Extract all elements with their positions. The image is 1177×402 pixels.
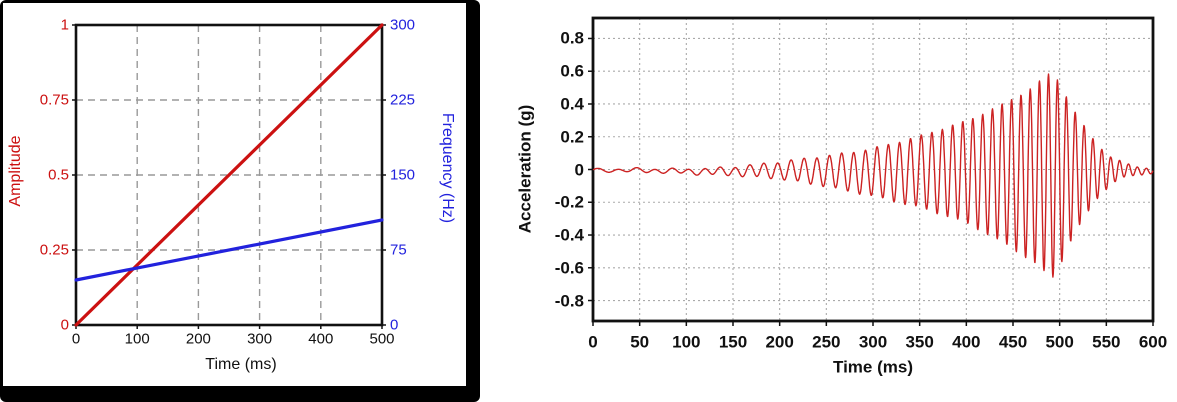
x-tick-label: 0 — [71, 330, 81, 348]
x-tick-label: 100 — [124, 330, 150, 348]
x-tick-label: 400 — [308, 330, 334, 348]
x-tick-label: 400 — [952, 332, 981, 352]
y-tick-label-acceleration: 0.6 — [560, 61, 584, 81]
y-tick-label-acceleration: -0.8 — [554, 291, 584, 311]
x-tick-label: 450 — [998, 332, 1028, 352]
amplitude-axis-label: Amplitude — [7, 135, 24, 207]
y-tick-label-acceleration: 0.4 — [560, 94, 584, 114]
x-tick-label: 500 — [1045, 332, 1074, 352]
sweep-plot-svg — [72, 23, 386, 329]
sweep-chart-panel: Amplitude Frequency (Hz) Time (ms) 0 100 2… — [0, 0, 480, 402]
x-tick-label: 300 — [247, 330, 273, 348]
x-tick-label: 50 — [630, 332, 650, 352]
x-tick-label: 0 — [588, 332, 598, 352]
sweep-chart-area: Amplitude Frequency (Hz) Time (ms) 0 100 2… — [3, 3, 466, 386]
y-tick-label-frequency: 75 — [390, 241, 407, 259]
y-tick-label-frequency: 150 — [390, 166, 416, 184]
y-tick-label-acceleration: 0 — [574, 160, 584, 179]
y-tick-label-acceleration: -0.4 — [554, 225, 584, 245]
y-tick-label-frequency: 0 — [390, 316, 399, 334]
time-axis-label-right: Time (ms) — [833, 357, 913, 377]
y-tick-label-amplitude: 0.25 — [39, 241, 69, 259]
y-tick-label-frequency: 300 — [390, 16, 416, 34]
x-tick-label: 300 — [858, 332, 888, 352]
y-tick-label-frequency: 225 — [390, 91, 416, 109]
x-tick-label: 100 — [672, 332, 701, 352]
y-tick-label-acceleration: 0.2 — [560, 127, 584, 147]
x-tick-label: 350 — [905, 332, 934, 352]
acceleration-waveform-line — [592, 73, 1154, 278]
y-tick-label-acceleration: 0.8 — [560, 28, 584, 48]
y-tick-label-amplitude: 0.5 — [48, 166, 69, 184]
x-tick-label: 250 — [812, 332, 841, 352]
y-tick-label-acceleration: -0.6 — [554, 258, 584, 278]
y-tick-label-acceleration: -0.2 — [554, 192, 584, 212]
y-tick-label-amplitude: 1 — [60, 16, 69, 34]
x-tick-label: 550 — [1092, 332, 1121, 352]
acceleration-plot-svg — [588, 16, 1155, 326]
amplitude-line — [74, 23, 384, 327]
frequency-axis-label: Frequency (Hz) — [439, 112, 456, 224]
x-tick-label: 150 — [718, 332, 748, 352]
x-tick-label: 500 — [369, 330, 395, 348]
frequency-line — [74, 218, 384, 282]
y-tick-label-amplitude: 0 — [60, 316, 69, 334]
x-tick-label: 200 — [185, 330, 211, 348]
x-tick-label: 200 — [765, 332, 794, 352]
acceleration-chart-panel: Acceleration (g) Time (ms) 0 50 100 150 200 2… — [480, 0, 1177, 402]
y-tick-label-amplitude: 0.75 — [39, 91, 69, 109]
time-axis-label-left: Time (ms) — [205, 356, 277, 373]
x-tick-label: 600 — [1138, 332, 1168, 352]
acceleration-axis-label: Acceleration (g) — [515, 104, 535, 234]
